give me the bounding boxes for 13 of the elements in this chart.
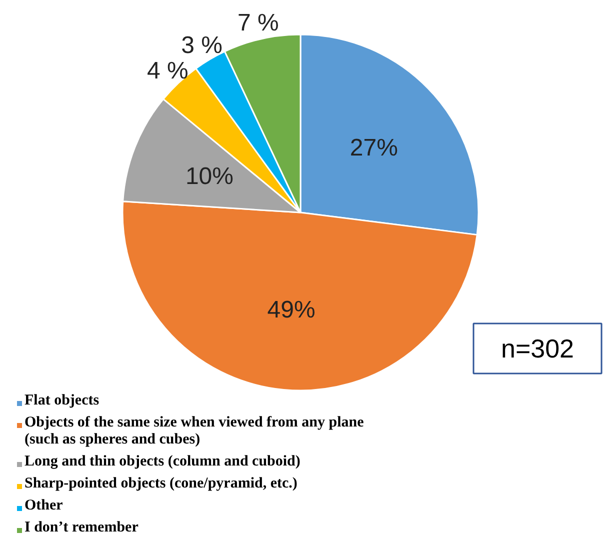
legend-label: Flat objects <box>24 392 100 408</box>
legend-label: Long and thin objects (column and cuboid) <box>24 454 300 470</box>
legend-label: Objects of the same size when viewed from any plane (such as spheres and cubes) <box>24 414 364 448</box>
data-label: 7 % <box>238 10 279 37</box>
data-label: 10% <box>185 162 234 190</box>
legend-label: Other <box>24 498 64 514</box>
text: n=302 <box>500 334 574 364</box>
legend-label: I don’t remember <box>24 520 139 536</box>
data-label: 49% <box>267 296 316 324</box>
data-label: 27% <box>350 134 398 162</box>
legend-label: Sharp-pointed objects (cone/pyramid, etc.) <box>24 476 298 492</box>
data-label: 3 % <box>181 32 222 60</box>
data-label: 4 % <box>147 58 188 85</box>
